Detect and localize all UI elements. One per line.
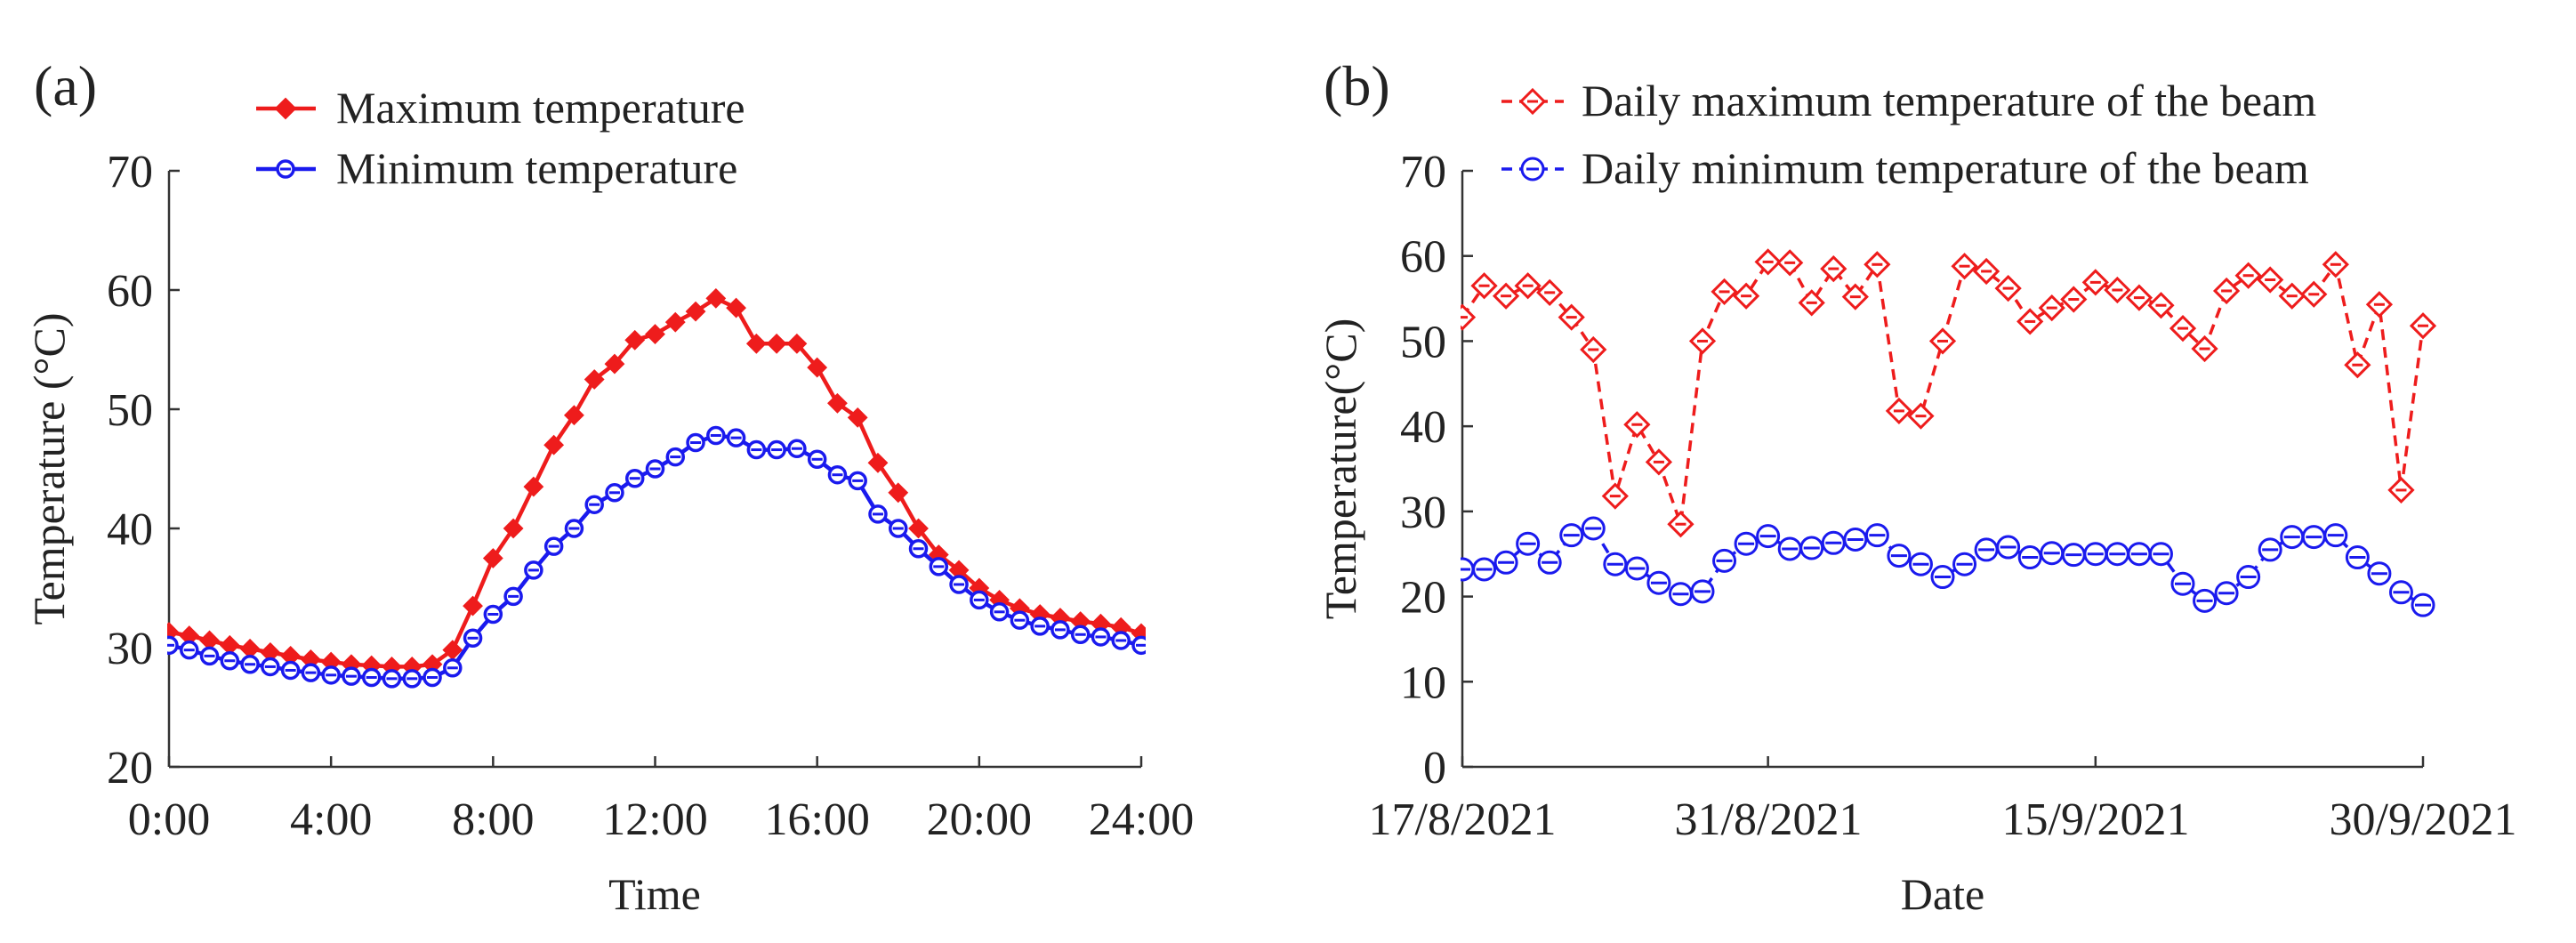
panel-a-data-point-maximum-temperature <box>888 482 909 504</box>
panel-a-xtick-label: 12:00 <box>602 794 707 845</box>
panel-a-ytick-label: 30 <box>107 624 153 674</box>
panel-a-x-axis-title: Time <box>608 869 701 919</box>
panel-a-data-point-maximum-temperature <box>604 353 625 375</box>
panel-a-ytick-label: 20 <box>107 743 153 794</box>
panel-b-xtick-label: 15/9/2021 <box>2002 794 2190 845</box>
legend-max-diamond-icon <box>274 97 297 120</box>
legend-min-label: Minimum temperature <box>336 143 737 193</box>
panel-a-data-point-maximum-temperature <box>705 287 727 309</box>
panel-a-data-point-maximum-temperature <box>726 297 746 318</box>
panel-b-ytick-label: 60 <box>1400 232 1446 283</box>
panel-a-data-point-maximum-temperature <box>766 333 787 354</box>
panel-b-ytick-label: 70 <box>1400 147 1446 197</box>
panel-b-y-tick-labels: 0 10 20 30 40 50 60 70 <box>1400 147 1446 794</box>
panel-b-label: (b) <box>1324 54 1390 117</box>
panel-b-ytick-label: 40 <box>1400 402 1446 453</box>
panel-a-ytick-label: 70 <box>107 147 153 197</box>
panel-a-xtick-label: 20:00 <box>927 794 1032 845</box>
panel-a-legend: Maximum temperature Minimum temperature <box>256 83 745 193</box>
panel-a-data-point-maximum-temperature <box>523 476 544 497</box>
panel-a-y-tick-labels: 20 30 40 50 60 70 <box>107 147 153 794</box>
panel-a-data-point-maximum-temperature <box>463 595 483 617</box>
panel-a-plot-area <box>167 287 1146 689</box>
panel-b-axes <box>1461 171 2423 769</box>
panel-b-plot-area <box>1461 248 2437 617</box>
legend-daily-max-label: Daily maximum temperature of the beam <box>1582 76 2316 125</box>
panel-a-data-point-maximum-temperature <box>786 333 808 354</box>
panel-b: (b) 17/8/2021 31/8/2021 15/9/2021 30/9/2… <box>1316 54 2516 919</box>
panel-b-xtick-label: 31/8/2021 <box>1675 794 1863 845</box>
panel-b-ytick-label: 10 <box>1400 657 1446 708</box>
legend-max-label: Maximum temperature <box>336 83 745 133</box>
panel-a-xtick-label: 8:00 <box>452 794 534 845</box>
panel-a-data-point-maximum-temperature <box>807 357 828 378</box>
panel-b-ytick-label: 0 <box>1423 743 1446 794</box>
panel-b-y-axis-title: Temperature(°C) <box>1316 318 1365 620</box>
panel-a-x-tick-labels: 0:00 4:00 8:00 12:00 16:00 20:00 24:00 <box>128 794 1194 845</box>
panel-a-xtick-label: 0:00 <box>128 794 210 845</box>
panel-a-xtick-label: 4:00 <box>290 794 372 845</box>
panel-a-data-point-maximum-temperature <box>584 369 605 390</box>
panel-a-data-point-maximum-temperature <box>503 518 524 539</box>
panel-a-data-point-maximum-temperature <box>624 329 646 351</box>
panel-b-x-tick-labels: 17/8/2021 31/8/2021 15/9/2021 30/9/2021 <box>1369 794 2517 845</box>
panel-a-data-point-maximum-temperature <box>745 333 767 354</box>
panel-b-xtick-label: 30/9/2021 <box>2330 794 2517 845</box>
panel-a-data-point-maximum-temperature <box>543 434 565 455</box>
panel-a-ytick-label: 40 <box>107 504 153 555</box>
panel-b-ytick-label: 30 <box>1400 488 1446 538</box>
panel-a-data-point-maximum-temperature <box>482 548 503 568</box>
panel-a-data-point-maximum-temperature <box>564 405 584 426</box>
panel-a-data-point-maximum-temperature <box>827 392 848 414</box>
panel-b-ytick-label: 20 <box>1400 573 1446 624</box>
panel-b-x-axis-title: Date <box>1901 869 1984 919</box>
panel-a-data-point-maximum-temperature <box>645 324 665 344</box>
panel-b-series-line-daily-maximum-temperature-of-the-beam <box>1461 260 2425 526</box>
panel-a-data-point-maximum-temperature <box>867 452 889 473</box>
panel-a-xtick-label: 24:00 <box>1089 794 1194 845</box>
panel-a-ytick-label: 60 <box>107 266 153 317</box>
panel-a-label: (a) <box>34 54 97 117</box>
panel-b-legend: Daily maximum temperature of the beam Da… <box>1501 76 2316 193</box>
panel-a-data-point-maximum-temperature <box>908 518 929 539</box>
panel-b-xtick-label: 17/8/2021 <box>1369 794 1557 845</box>
panel-a-ytick-label: 50 <box>107 385 153 436</box>
legend-daily-min-label: Daily minimum temperature of the beam <box>1582 143 2309 193</box>
panel-b-ticks <box>1461 169 2425 769</box>
panel-a-data-point-maximum-temperature <box>685 301 706 322</box>
panel-a-xtick-label: 16:00 <box>764 794 869 845</box>
panel-b-ytick-label: 50 <box>1400 317 1446 367</box>
panel-a: (a) 0:00 4:00 8:00 12:00 16:00 20:00 24:… <box>24 54 1194 919</box>
panel-a-y-axis-title: Temperature (°C) <box>24 312 74 625</box>
panel-a-data-point-maximum-temperature <box>664 311 686 333</box>
panel-a-data-point-maximum-temperature <box>847 407 868 428</box>
